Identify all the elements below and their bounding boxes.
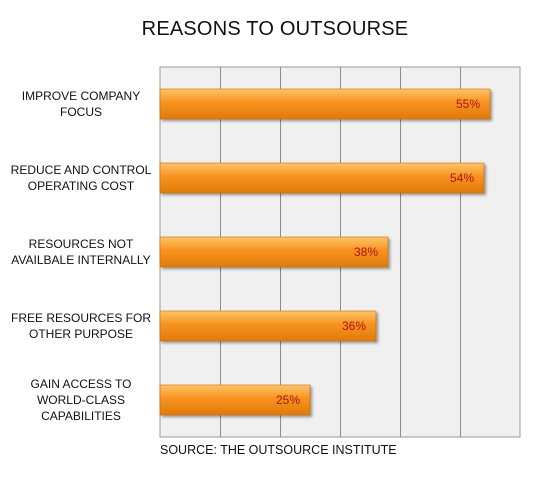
bar bbox=[159, 384, 311, 416]
bar bbox=[159, 310, 377, 342]
category-label: RESOURCES NOT AVAILBALE INTERNALLY bbox=[11, 237, 150, 267]
category-label: GAIN ACCESS TO WORLD-CLASS CAPABILITIES bbox=[31, 377, 132, 423]
bar bbox=[159, 162, 485, 194]
data-label: 54% bbox=[450, 171, 474, 185]
category-label: FREE RESOURCES FOR OTHER PURPOSE bbox=[11, 311, 151, 341]
data-label: 55% bbox=[456, 97, 480, 111]
data-label: 25% bbox=[276, 393, 300, 407]
bar bbox=[159, 88, 491, 120]
bar bbox=[159, 236, 389, 268]
category-label: IMPROVE COMPANY FOCUS bbox=[22, 89, 140, 119]
category-label: REDUCE AND CONTROL OPERATING COST bbox=[11, 163, 152, 193]
chart-title: REASONS TO OUTSOURSE bbox=[141, 18, 409, 40]
data-label: 36% bbox=[342, 319, 366, 333]
data-label: 38% bbox=[354, 245, 378, 259]
source-note: SOURCE: THE OUTSOURCE INSTITUTE bbox=[160, 443, 397, 457]
